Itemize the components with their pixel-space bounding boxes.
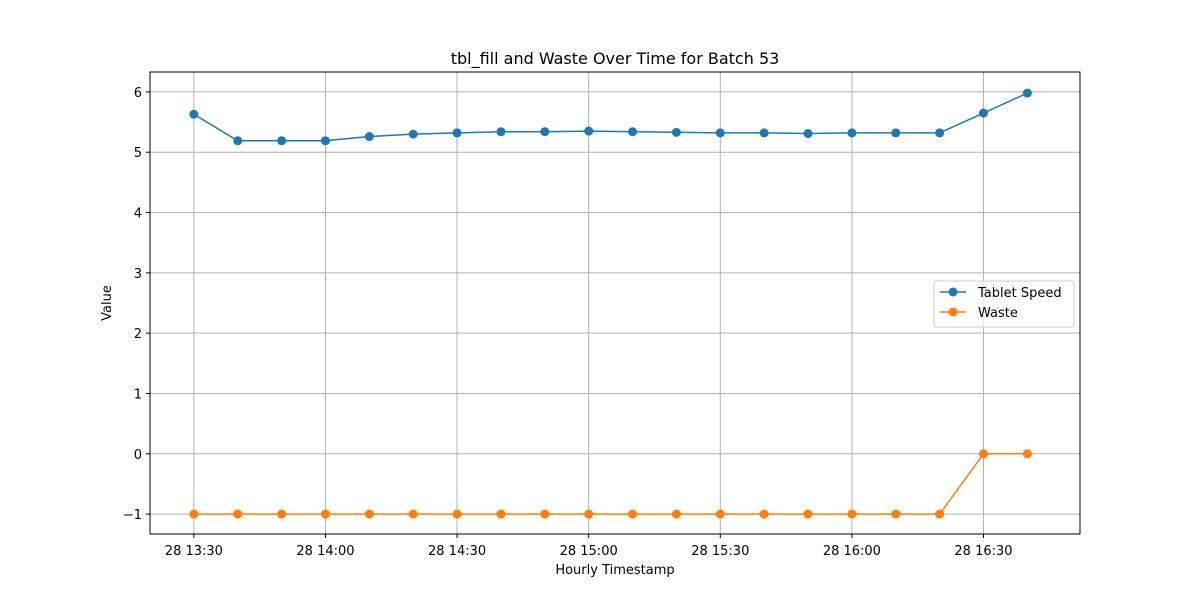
data-point (759, 128, 769, 138)
data-point (540, 509, 550, 519)
data-point (671, 509, 681, 519)
data-point (715, 509, 725, 519)
data-point (935, 509, 945, 519)
data-point (628, 509, 638, 519)
series-0 (189, 88, 1032, 146)
data-point (320, 136, 330, 146)
x-tick-label: 28 15:00 (560, 544, 618, 559)
series-line (193, 92, 1028, 142)
x-tick-label: 28 13:30 (165, 544, 223, 559)
y-tick-label: 5 (134, 146, 142, 161)
x-tick-label: 28 15:30 (691, 544, 749, 559)
series-1 (189, 449, 1032, 519)
data-point (584, 126, 594, 136)
data-point (847, 128, 857, 138)
data-point (1022, 88, 1032, 98)
y-tick-label: 6 (134, 86, 142, 101)
data-point (496, 127, 506, 137)
data-point (759, 509, 769, 519)
data-point (891, 128, 901, 138)
data-point (935, 128, 945, 138)
series-line (193, 453, 1028, 515)
legend-label: Waste (978, 306, 1018, 321)
data-point (584, 509, 594, 519)
data-point (408, 129, 418, 139)
x-axis: 28 13:30 28 14:00 28 14:30 28 15:00 28 15:30… (165, 534, 1013, 559)
series-layer (189, 88, 1032, 519)
data-point (320, 509, 330, 519)
data-point (715, 128, 725, 138)
data-point (1022, 449, 1032, 459)
x-tick-label: 28 16:30 (954, 544, 1012, 559)
data-point (189, 509, 199, 519)
legend-label: Tablet Speed (977, 286, 1062, 301)
data-point (628, 127, 638, 137)
data-point (277, 509, 287, 519)
data-point (364, 509, 374, 519)
x-tick-label: 28 14:00 (296, 544, 354, 559)
legend-marker (948, 287, 958, 297)
data-point (803, 129, 813, 139)
data-point (277, 136, 287, 146)
x-axis-label: Hourly Timestamp (555, 563, 674, 578)
y-tick-label: 1 (134, 387, 142, 402)
data-point (671, 127, 681, 137)
data-point (847, 509, 857, 519)
y-axis-label: Value (100, 285, 115, 321)
data-point (803, 509, 813, 519)
y-tick-label: 3 (134, 267, 142, 282)
data-point (452, 128, 462, 138)
data-point (891, 509, 901, 519)
x-tick-label: 28 16:00 (823, 544, 881, 559)
legend-marker (948, 307, 958, 317)
x-tick-label: 28 14:30 (428, 544, 486, 559)
chart-title: tbl_fill and Waste Over Time for Batch 5… (451, 49, 780, 69)
y-tick-label: 4 (134, 207, 142, 222)
y-tick-label: 0 (134, 448, 142, 463)
y-tick-label: −1 (123, 508, 142, 523)
y-axis: −1 0 1 2 3 4 5 6 (123, 86, 150, 523)
legend-box (933, 280, 1075, 328)
data-point (408, 509, 418, 519)
data-point (540, 127, 550, 137)
data-point (978, 108, 988, 118)
data-point (978, 449, 988, 459)
y-tick-label: 2 (134, 327, 142, 342)
data-point (189, 109, 199, 119)
plot-frame (149, 71, 1081, 535)
data-point (452, 509, 462, 519)
legend: Tablet Speed Waste (933, 280, 1075, 328)
data-point (364, 132, 374, 142)
data-point (233, 509, 243, 519)
data-point (496, 509, 506, 519)
data-point (233, 136, 243, 146)
